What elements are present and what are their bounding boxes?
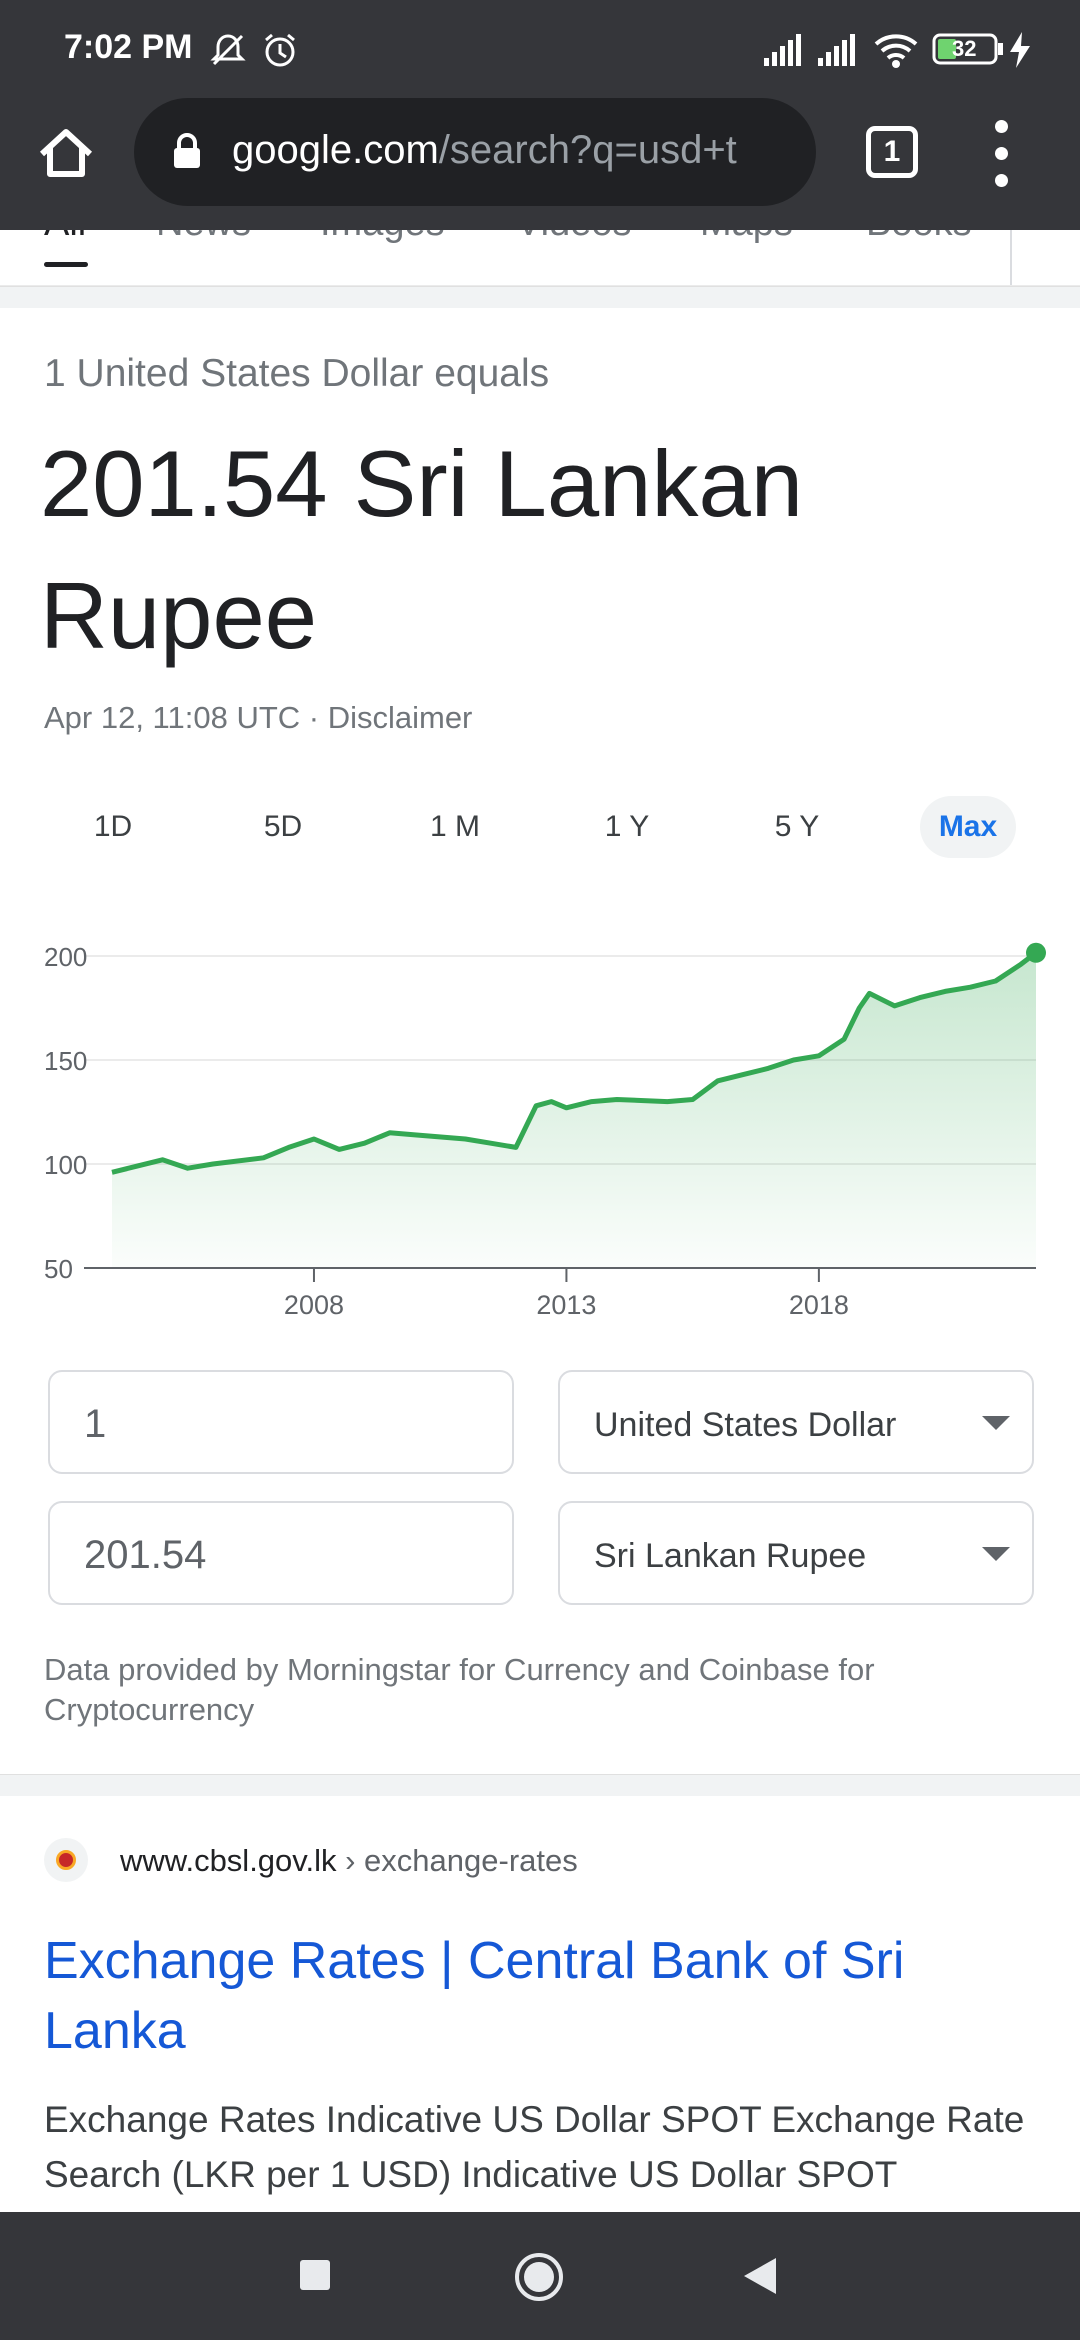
menu-icon[interactable] xyxy=(982,116,1022,192)
range-max[interactable]: Max xyxy=(920,796,1016,858)
tab-switcher-button[interactable]: 1 xyxy=(866,126,918,178)
result-breadcrumb[interactable]: www.cbsl.gov.lk › exchange-rates xyxy=(120,1843,578,1879)
charging-icon xyxy=(1008,30,1032,75)
status-time: 7:02 PM xyxy=(64,28,193,66)
status-bar: 7:02 PM 32 xyxy=(0,0,1080,96)
tab-news[interactable]: News xyxy=(156,230,251,245)
tab-books[interactable]: Books xyxy=(866,230,972,245)
chart-area-fill xyxy=(112,952,1036,1268)
mute-bell-icon xyxy=(208,30,248,75)
exchange-rate-chart[interactable]: 200 150 100 50 2008 2013 2018 xyxy=(0,920,1080,1340)
to-amount-field[interactable]: 201.54 xyxy=(48,1501,514,1605)
y-tick-label: 50 xyxy=(44,1254,73,1284)
conversion-timestamp[interactable]: Apr 12, 11:08 UTC · Disclaimer xyxy=(44,700,473,735)
range-1d[interactable]: 1D xyxy=(93,810,133,843)
url-path: /search?q=usd+t xyxy=(438,128,737,172)
browser-toolbar: google.com/search?q=usd+t 1 xyxy=(0,96,1080,230)
chart-current-point xyxy=(1026,942,1046,963)
back-icon[interactable] xyxy=(742,2256,778,2296)
url-text: google.com/search?q=usd+t xyxy=(232,128,792,173)
x-tick-label: 2013 xyxy=(536,1290,596,1320)
url-host: google.com xyxy=(232,128,439,172)
result-snippet: Exchange Rates Indicative US Dollar SPOT… xyxy=(44,2099,1025,2195)
wifi-icon xyxy=(874,30,918,75)
battery-level: 32 xyxy=(952,36,977,61)
to-currency-select[interactable]: Sri Lankan Rupee xyxy=(558,1501,1034,1605)
recents-icon[interactable] xyxy=(298,2258,332,2292)
chevron-down-icon xyxy=(982,1547,1010,1561)
chevron-down-icon xyxy=(982,1416,1010,1430)
address-bar[interactable]: google.com/search?q=usd+t xyxy=(134,98,816,206)
lock-icon xyxy=(172,132,202,175)
section-separator xyxy=(0,286,1080,308)
y-tick-label: 150 xyxy=(44,1046,87,1076)
tab-videos[interactable]: Videos xyxy=(516,230,632,245)
tab-divider xyxy=(1010,230,1012,285)
tab-maps[interactable]: Maps xyxy=(700,230,793,245)
site-favicon-icon xyxy=(44,1838,88,1882)
tab-images[interactable]: Images xyxy=(320,230,445,245)
search-tabs: All News Images Videos Maps Books xyxy=(0,230,1080,286)
from-currency-value: United States Dollar xyxy=(594,1406,897,1444)
home-icon xyxy=(39,129,93,177)
y-tick-label: 200 xyxy=(44,942,87,972)
chart-series-line xyxy=(111,950,1038,1175)
to-currency-value: Sri Lankan Rupee xyxy=(594,1537,867,1575)
result-path: › exchange-rates xyxy=(345,1843,578,1878)
signal-icon xyxy=(762,30,862,75)
active-tab-indicator xyxy=(44,262,88,267)
x-tick-label: 2008 xyxy=(284,1290,344,1320)
y-tick-label: 100 xyxy=(44,1150,87,1180)
range-1m[interactable]: 1 M xyxy=(429,810,480,843)
battery-icon xyxy=(932,32,1004,71)
conversion-result: 201.54 Sri Lankan Rupee xyxy=(40,431,804,668)
range-5d[interactable]: 5D xyxy=(263,810,303,843)
home-button[interactable] xyxy=(30,118,102,190)
from-currency-select[interactable]: United States Dollar xyxy=(558,1370,1034,1474)
alarm-icon xyxy=(260,30,300,75)
data-provider-note: Data provided by Morningstar for Currenc… xyxy=(44,1652,875,1727)
section-separator xyxy=(0,1774,1080,1796)
system-nav-bar xyxy=(0,2212,1080,2340)
tab-all[interactable]: All xyxy=(44,230,86,245)
from-amount-value: 1 xyxy=(84,1402,107,1446)
range-1y[interactable]: 1 Y xyxy=(604,810,650,843)
x-tick-label: 2018 xyxy=(789,1290,849,1320)
from-amount-field[interactable]: 1 xyxy=(48,1370,514,1474)
to-amount-value: 201.54 xyxy=(84,1533,207,1577)
conversion-label: 1 United States Dollar equals xyxy=(44,352,550,395)
result-site: www.cbsl.gov.lk xyxy=(120,1843,337,1878)
home-nav-icon[interactable] xyxy=(512,2250,566,2304)
result-title-link[interactable]: Exchange Rates | Central Bank of Sri Lan… xyxy=(44,1932,905,2060)
range-5y[interactable]: 5 Y xyxy=(774,810,820,843)
